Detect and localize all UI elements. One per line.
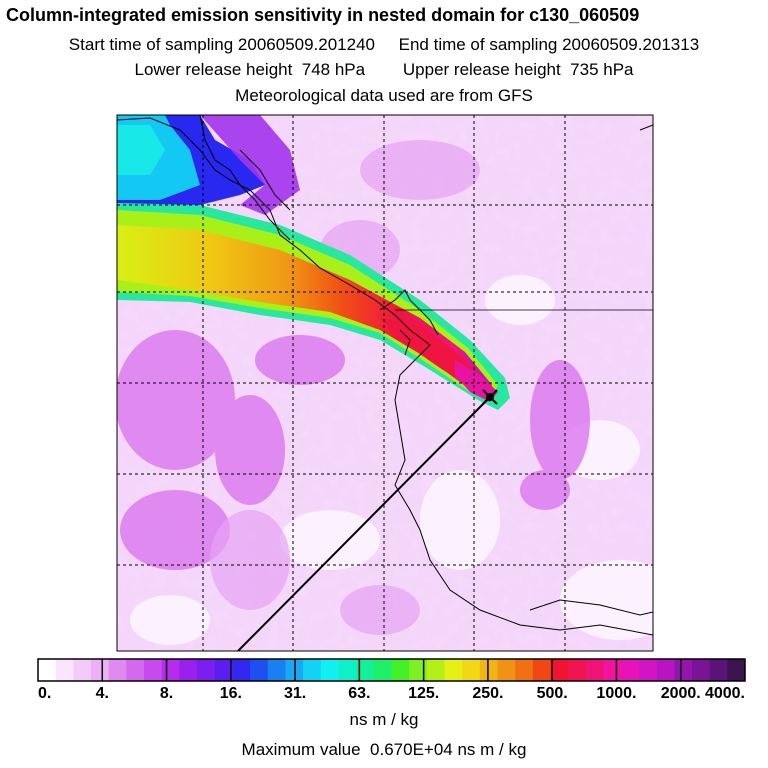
sampling-time-line: Start time of sampling 20060509.201240 E… xyxy=(68,35,700,54)
colorbar-swatch xyxy=(462,659,481,681)
colorbar xyxy=(37,658,746,682)
colorbar-swatch xyxy=(727,659,746,681)
plume-magenta-tip xyxy=(455,360,498,402)
colorbar-labels: 0. 4. 8. 16. 31. 63. 125. 250. 500. 1000. 2000. 400… xyxy=(38,685,745,702)
colorbar-swatch xyxy=(38,659,57,681)
gridlines xyxy=(117,115,653,651)
colorbar-tick-label: 63. xyxy=(348,685,370,702)
colorbar-swatch xyxy=(144,659,163,681)
colorbar-swatch xyxy=(444,659,463,681)
colorbar-swatch xyxy=(267,659,286,681)
colorbar-swatch xyxy=(621,659,640,681)
colorbar-swatch xyxy=(197,659,216,681)
colorbar-tick-label: 500. xyxy=(537,685,568,702)
colorbar-swatch xyxy=(656,659,675,681)
colorbar-frame xyxy=(37,658,746,682)
map-frame xyxy=(116,114,654,652)
colorbar-tick-label: 16. xyxy=(220,685,242,702)
northwest-bright-cyan xyxy=(117,125,165,175)
colorbar-swatch xyxy=(585,659,605,681)
colorbar-swatch xyxy=(320,659,339,681)
colorbar-swatch xyxy=(409,659,428,681)
colorbar-swatch xyxy=(391,659,410,681)
colorbar-swatch xyxy=(532,659,552,681)
colorbar-swatch xyxy=(91,659,110,681)
colorbar-tick-label: 2000. xyxy=(661,685,701,702)
colorbar-swatch xyxy=(108,659,127,681)
release-point-marker xyxy=(482,389,498,405)
colorbar-swatch xyxy=(55,659,74,681)
colorbar-swatch xyxy=(356,659,375,681)
colorbar-swatch xyxy=(691,659,711,681)
northwest-purple-edge xyxy=(200,115,300,215)
release-height-line: Lower release height 748 hPa Upper relea… xyxy=(134,60,634,79)
colorbar-tick-label: 250. xyxy=(472,685,503,702)
colorbar-swatch xyxy=(179,659,198,681)
colorbar-tick-label: 125. xyxy=(408,685,439,702)
colorbar-swatch xyxy=(303,659,322,681)
colorbar-tick-label: 8. xyxy=(160,685,173,702)
colorbar-swatch xyxy=(426,659,446,681)
colorbar-swatch xyxy=(250,659,269,681)
plume-core xyxy=(117,225,492,396)
colorbar-swatch xyxy=(638,659,658,681)
colorbar-swatch xyxy=(497,659,516,681)
colorbar-swatch xyxy=(515,659,534,681)
colorbar-swatch xyxy=(479,659,499,681)
colorbar-swatch xyxy=(214,659,233,681)
colorbar-tick-label: 1000. xyxy=(596,685,636,702)
colorbar-units-label: ns m / kg xyxy=(349,710,419,729)
light-purple-patches xyxy=(210,140,480,635)
moderate-sensitivity-patches xyxy=(117,330,590,570)
colorbar-swatch xyxy=(73,659,92,681)
coastlines xyxy=(117,115,653,636)
colorbar-tick-label: 0. xyxy=(38,685,51,702)
colorbar-swatch xyxy=(568,659,587,681)
colorbar-tick-label: 31. xyxy=(284,685,306,702)
colorbar-swatch xyxy=(126,659,145,681)
colorbar-swatch xyxy=(338,659,357,681)
colorbar-swatch xyxy=(373,659,392,681)
colorbar-swatch xyxy=(603,659,622,681)
colorbar-swatch xyxy=(161,659,180,681)
colorbar-tick-label: 4000. xyxy=(705,685,745,702)
colorbar-swatch xyxy=(674,659,693,681)
flight-track xyxy=(237,396,491,651)
colorbar-tick-label: 4. xyxy=(96,685,109,702)
map-area xyxy=(117,115,653,651)
colorbar-swatch xyxy=(709,659,728,681)
figure-title: Column-integrated emission sensitivity i… xyxy=(6,5,640,25)
colorbar-swatch xyxy=(232,659,251,681)
maximum-value-text: Maximum value 0.670E+04 ns m / kg xyxy=(241,740,527,759)
colorbar-swatch xyxy=(550,659,569,681)
met-data-line: Meteorological data used are from GFS xyxy=(235,86,533,105)
